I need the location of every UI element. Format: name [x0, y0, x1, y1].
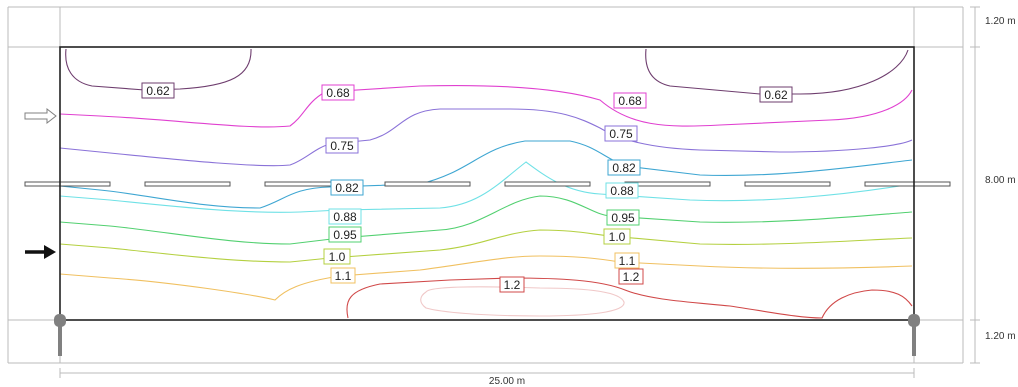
isoline-labels: 0.62 0.62 0.68 0.68 0.75 0.75 0.82 0.82 [141, 82, 793, 293]
svg-text:0.75: 0.75 [609, 127, 633, 141]
svg-text:1.1: 1.1 [335, 269, 352, 283]
road-area [59, 46, 915, 321]
road-length-dimension-label: 25.00 m [489, 376, 525, 387]
svg-text:1.0: 1.0 [609, 230, 626, 244]
isoline-label-0-82-right: 0.82 [607, 159, 641, 176]
isoline-label-0-95-left: 0.95 [328, 226, 362, 243]
isoline-1-2 [346, 277, 913, 319]
isoline-1-1 [59, 255, 913, 301]
svg-text:0.82: 0.82 [612, 161, 636, 175]
isoline-label-0-75-left: 0.75 [325, 137, 359, 154]
svg-text:0.68: 0.68 [618, 94, 642, 108]
svg-text:0.68: 0.68 [326, 86, 350, 100]
isoline-label-0-62-left: 0.62 [141, 82, 175, 99]
isoline-label-1-2-left: 1.2 [499, 276, 525, 293]
isoline-label-0-95-right: 0.95 [606, 209, 640, 226]
isoline-label-1-2-right: 1.2 [618, 268, 644, 285]
svg-text:0.75: 0.75 [330, 139, 354, 153]
pole-left [54, 314, 66, 356]
luminaire [504, 181, 591, 187]
luminaire [144, 181, 231, 187]
svg-text:1.2: 1.2 [623, 270, 640, 284]
pole-right [908, 314, 920, 356]
isoline-label-0-82-left: 0.82 [330, 179, 364, 196]
isoline-0-88 [59, 161, 913, 213]
isoline-0-62-right [645, 48, 909, 95]
top-sidewalk-dimension-label: 1.20 m [985, 16, 1016, 27]
vertical-dimension-line [970, 6, 980, 364]
isoline-label-0-62-right: 0.62 [759, 86, 793, 103]
isoline-label-1-0-left: 1.0 [323, 248, 351, 265]
isoline-label-1-1-left: 1.1 [330, 267, 356, 284]
svg-text:1.1: 1.1 [619, 254, 636, 268]
isoline-0-68 [59, 84, 913, 128]
isoline-0-95 [59, 195, 913, 245]
traffic-direction-arrow-solid-icon [25, 245, 56, 259]
luminaire-row [24, 181, 951, 187]
svg-text:1.0: 1.0 [329, 250, 346, 264]
isoline-label-0-75-right: 0.75 [604, 125, 638, 142]
road-width-dimension-label: 8.00 m [985, 175, 1016, 186]
luminaire [24, 181, 111, 187]
svg-text:0.88: 0.88 [610, 184, 634, 198]
svg-text:0.88: 0.88 [333, 210, 357, 224]
luminaire [744, 181, 831, 187]
isoline-label-0-88-left: 0.88 [328, 208, 362, 225]
isoline-label-0-68-left: 0.68 [321, 84, 355, 101]
isoline-label-1-0-right: 1.0 [603, 228, 631, 245]
svg-text:0.62: 0.62 [146, 84, 170, 98]
isoline-label-0-68-right: 0.68 [613, 92, 647, 109]
isoline-label-0-88-right: 0.88 [605, 182, 639, 199]
isoline-label-1-1-right: 1.1 [614, 252, 640, 269]
isolines [59, 48, 913, 319]
svg-text:1.2: 1.2 [504, 278, 521, 292]
svg-text:0.82: 0.82 [335, 181, 359, 195]
svg-text:0.95: 0.95 [333, 228, 357, 242]
isoline-0-75 [59, 108, 913, 167]
svg-text:0.62: 0.62 [764, 88, 788, 102]
luminaire [864, 181, 951, 187]
luminaire [384, 181, 471, 187]
traffic-direction-arrow-outline-icon [24, 107, 57, 125]
svg-text:0.95: 0.95 [611, 211, 635, 225]
isoline-0-82 [59, 140, 913, 209]
isoline-0-62-left [65, 48, 252, 91]
horizontal-dimension-line [59, 368, 915, 378]
bottom-sidewalk-dimension-label: 1.20 m [985, 331, 1016, 342]
isoline-1-0 [59, 229, 913, 263]
